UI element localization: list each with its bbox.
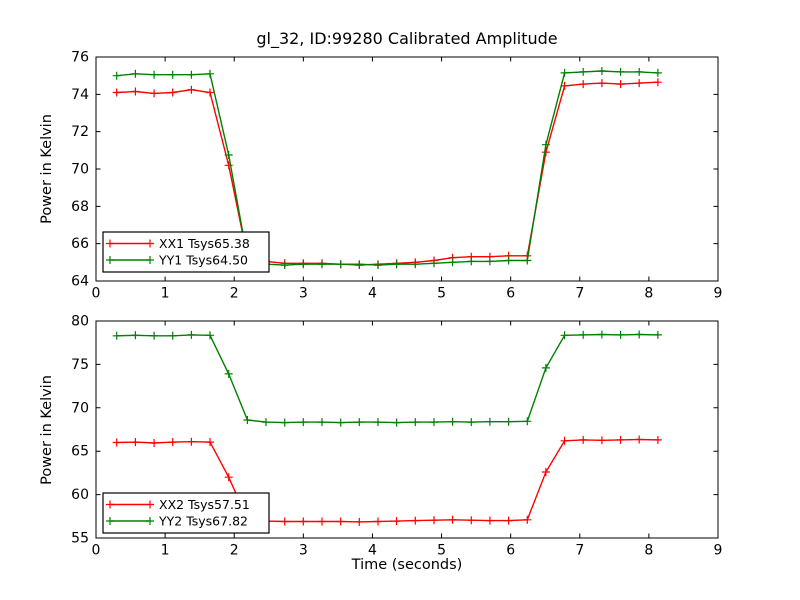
legend-entry-label: XX2 Tsys57.51 <box>159 497 250 512</box>
series-markers-XX2 <box>112 435 662 526</box>
x-tick-label: 1 <box>161 543 170 559</box>
x-tick-label: 0 <box>92 286 101 302</box>
x-tick-label: 8 <box>644 286 653 302</box>
x-tick-label: 5 <box>437 286 446 302</box>
legend-sample-marker <box>106 500 154 509</box>
x-tick-label: 9 <box>714 286 723 302</box>
top-plot: 0 1 2 3 4 5 6 7 8 9 64 66 68 70 72 74 76 XX1 Tsys65.38 YY1… <box>71 50 723 302</box>
y-tick-label: 65 <box>71 444 89 460</box>
x-tick-label: 1 <box>161 286 170 302</box>
y-tick-label: 72 <box>71 124 89 140</box>
y-tick-label: 76 <box>71 50 89 66</box>
x-tick-label: 5 <box>437 543 446 559</box>
legend-entry-label: YY1 Tsys64.50 <box>158 253 248 268</box>
legend-sample-marker <box>106 517 154 525</box>
legend-sample-marker <box>106 256 154 264</box>
x-tick-label: 9 <box>714 543 723 559</box>
y-axis-label-bottom: Power in Kelvin <box>39 375 55 485</box>
x-axis-label: Time (seconds) <box>351 557 463 573</box>
legend-box <box>102 231 270 273</box>
x-tick-label: 3 <box>299 543 308 559</box>
series-markers-YY1 <box>112 67 662 270</box>
x-tick-label: 6 <box>506 286 515 302</box>
series-line-YY2 <box>116 333 658 424</box>
x-tick-label: 8 <box>644 543 653 559</box>
axes-frame <box>95 320 719 539</box>
y-tick-label: 74 <box>71 87 89 103</box>
y-tick-label: 70 <box>71 400 89 416</box>
bottom-plot: 0 1 2 3 4 5 6 7 8 9 55 60 65 70 75 80 XX2 Tsys57.51 YY2 T… <box>71 314 723 559</box>
y-tick-label: 64 <box>71 274 89 290</box>
x-tick-label: 2 <box>230 286 239 302</box>
x-tick-label: 4 <box>368 286 377 302</box>
series-markers-YY2 <box>112 330 662 427</box>
legend-entry-label: YY2 Tsys67.82 <box>158 514 248 529</box>
legend-box <box>102 492 270 534</box>
legend: XX1 Tsys65.38 YY1 Tsys64.50 <box>102 231 270 273</box>
y-tick-label: 80 <box>71 314 89 330</box>
x-tick-label: 2 <box>230 543 239 559</box>
x-tick-label: 7 <box>575 543 584 559</box>
legend: XX2 Tsys57.51 YY2 Tsys67.82 <box>102 492 270 534</box>
x-tick-label: 6 <box>506 543 515 559</box>
chart-title: gl_32, ID:99280 Calibrated Amplitude <box>256 29 558 48</box>
y-tick-label: 75 <box>71 357 89 373</box>
legend-sample-marker <box>106 239 154 248</box>
y-tick-label: 70 <box>71 162 89 178</box>
y-axis-label-top: Power in Kelvin <box>39 114 55 224</box>
y-tick-label: 60 <box>71 487 89 503</box>
y-tick-label: 66 <box>71 236 89 252</box>
x-tick-label: 3 <box>299 286 308 302</box>
x-tick-label: 0 <box>92 543 101 559</box>
y-tick-label: 55 <box>71 531 89 547</box>
legend-entry-label: XX1 Tsys65.38 <box>159 236 250 251</box>
x-tick-label: 7 <box>575 286 584 302</box>
y-tick-label: 68 <box>71 199 89 215</box>
x-tick-label: 4 <box>368 543 377 559</box>
